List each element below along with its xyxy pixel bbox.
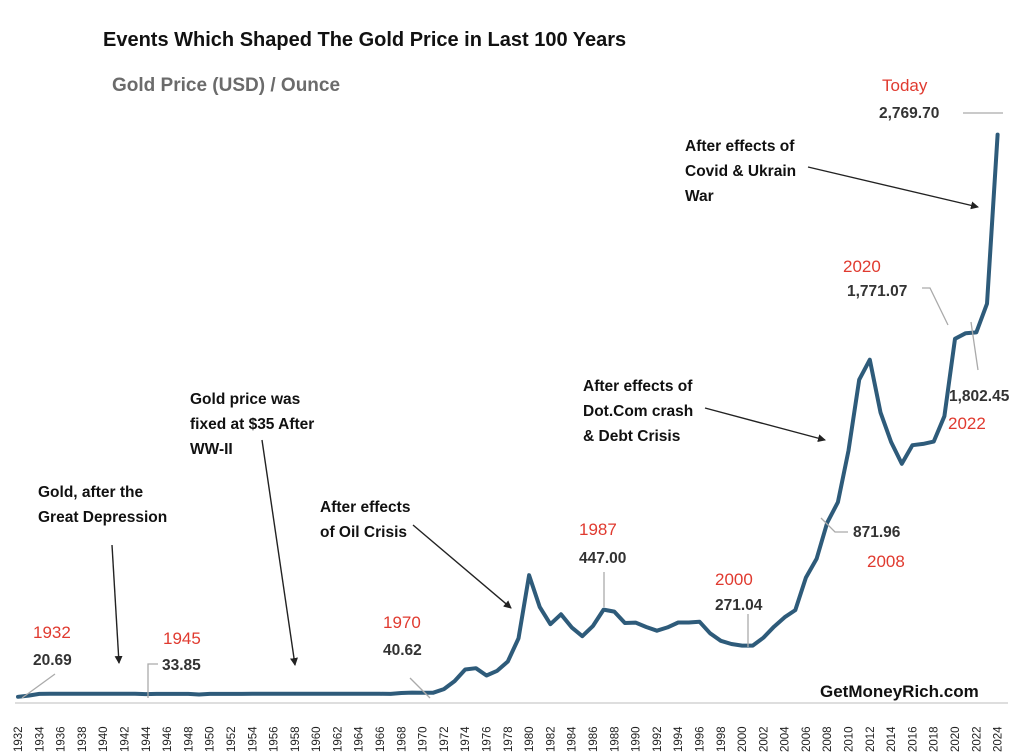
x-tick-label-2008: 2008 [822,726,834,752]
value-label-today: 2,769.70 [879,105,939,122]
leader-line-2008 [820,517,848,533]
callout-arrows [111,166,979,666]
value-label-1945: 33.85 [162,657,201,674]
x-tick-label-1936: 1936 [56,726,68,752]
year-label-today: Today [882,76,928,95]
year-label-1945: 1945 [163,629,201,648]
x-tick-label-1946: 1946 [162,726,174,752]
watermark: GetMoneyRich.com [820,682,979,701]
x-tick-label-1950: 1950 [205,726,217,752]
callout-covid-line-1: After effects of [685,138,795,155]
x-tick-label-1964: 1964 [354,726,366,752]
value-label-2020: 1,771.07 [847,283,907,300]
x-tick-label-1948: 1948 [183,726,195,752]
x-tick-label-2016: 2016 [907,726,919,752]
x-tick-label-1966: 1966 [375,726,387,752]
x-tick-label-1940: 1940 [98,726,110,752]
callout-dotcom-line-2: Dot.Com crash [583,403,693,420]
x-tick-label-2024: 2024 [993,726,1005,752]
leader-line-2020 [922,287,949,326]
x-tick-label-1960: 1960 [311,726,323,752]
x-tick-label-1956: 1956 [269,726,281,752]
x-tick-label-1944: 1944 [141,726,153,752]
x-tick-label-1992: 1992 [652,726,664,752]
arrow-fixed [261,439,298,666]
x-tick-label-1942: 1942 [120,726,132,752]
x-tick-label-1970: 1970 [418,726,430,752]
year-label-2022: 2022 [948,414,986,433]
arrow-depression [111,544,123,664]
arrow-dotcom [704,407,826,443]
x-axis-ticks: 1932 1934 1936 1938 1940 1942 1944 1946 1948 1950… [13,726,1005,752]
year-label-2000: 2000 [715,570,753,589]
x-tick-label-2020: 2020 [950,726,962,752]
x-tick-label-2012: 2012 [865,726,877,752]
x-tick-label-1972: 1972 [439,726,451,752]
year-label-1970: 1970 [383,613,421,632]
leader-line-1945 [147,663,158,698]
x-tick-label-1988: 1988 [609,726,621,752]
callout-depression-line-2: Great Depression [38,509,167,526]
x-tick-label-2006: 2006 [801,726,813,752]
x-tick-label-1938: 1938 [77,726,89,752]
callout-fixed-line-3: WW-II [190,441,233,458]
arrow-covid [807,166,979,210]
x-tick-label-1952: 1952 [226,726,238,752]
leader-line-1932 [21,673,56,699]
callout-dotcom-line-1: After effects of [583,378,693,395]
x-tick-label-1986: 1986 [588,726,600,752]
callout-dotcom-line-3: & Debt Crisis [583,428,680,445]
value-label-2000: 271.04 [715,597,763,614]
callout-oil-line-1: After effects [320,499,410,516]
x-tick-label-1974: 1974 [460,726,472,752]
x-tick-label-1996: 1996 [695,726,707,752]
x-tick-label-1980: 1980 [524,726,536,752]
x-tick-label-2000: 2000 [737,726,749,752]
x-tick-label-1998: 1998 [716,726,728,752]
chart-subtitle: Gold Price (USD) / Ounce [112,75,340,96]
x-tick-label-1934: 1934 [34,726,46,752]
callout-fixed-line-2: fixed at $35 After [190,416,314,433]
arrow-oil [412,524,512,609]
callout-oil-line-2: of Oil Crisis [320,524,407,541]
callout-fixed-line-1: Gold price was [190,391,300,408]
x-tick-label-1958: 1958 [290,726,302,752]
x-tick-label-1994: 1994 [673,726,685,752]
gold-price-series-line [16,132,1000,699]
value-label-2022: 1,802.45 [949,388,1010,405]
x-tick-label-2014: 2014 [886,726,898,752]
x-tick-label-2004: 2004 [780,726,792,752]
value-label-2008: 871.96 [853,524,901,541]
value-label-1987: 447.00 [579,550,626,567]
callout-depression-line-1: Gold, after the [38,484,143,501]
value-label-1932: 20.69 [33,652,72,669]
x-tick-label-1932: 1932 [13,726,25,752]
callout-covid-line-2: Covid & Ukrain [685,163,796,180]
year-label-1932: 1932 [33,623,71,642]
year-label-2020: 2020 [843,257,881,276]
x-tick-label-1982: 1982 [545,726,557,752]
year-label-1987: 1987 [579,520,617,539]
x-tick-label-1976: 1976 [482,726,494,752]
callout-covid-line-3: War [685,188,714,205]
leader-lines [21,112,1003,699]
x-tick-label-1954: 1954 [247,726,259,752]
x-tick-label-1962: 1962 [332,726,344,752]
value-label-1970: 40.62 [383,642,422,659]
x-tick-label-1984: 1984 [567,726,579,752]
chart-title: Events Which Shaped The Gold Price in La… [103,29,626,51]
leader-line-2022 [970,321,979,371]
x-tick-label-2018: 2018 [929,726,941,752]
x-tick-label-1978: 1978 [503,726,515,752]
leader-line-1970 [409,677,431,699]
x-tick-label-2022: 2022 [971,726,983,752]
year-label-2008: 2008 [867,552,905,571]
x-tick-label-2010: 2010 [844,726,856,752]
x-tick-label-1968: 1968 [396,726,408,752]
x-tick-label-1990: 1990 [631,726,643,752]
x-tick-label-2002: 2002 [758,726,770,752]
